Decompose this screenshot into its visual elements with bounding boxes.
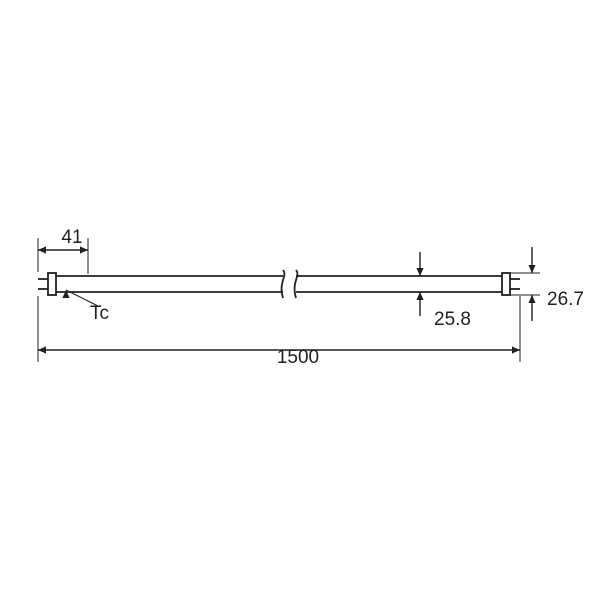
dim-tube-diameter: 25.8: [434, 309, 471, 330]
dim-overall-diameter: 26.7: [547, 289, 584, 310]
dim-overall-length: 1500: [277, 347, 319, 368]
tube-dimension-diagram: 1500 41 Tc 25.8 26.7: [0, 0, 600, 600]
label-tc: Tc: [90, 303, 109, 324]
dim-cap-length: 41: [61, 227, 82, 248]
